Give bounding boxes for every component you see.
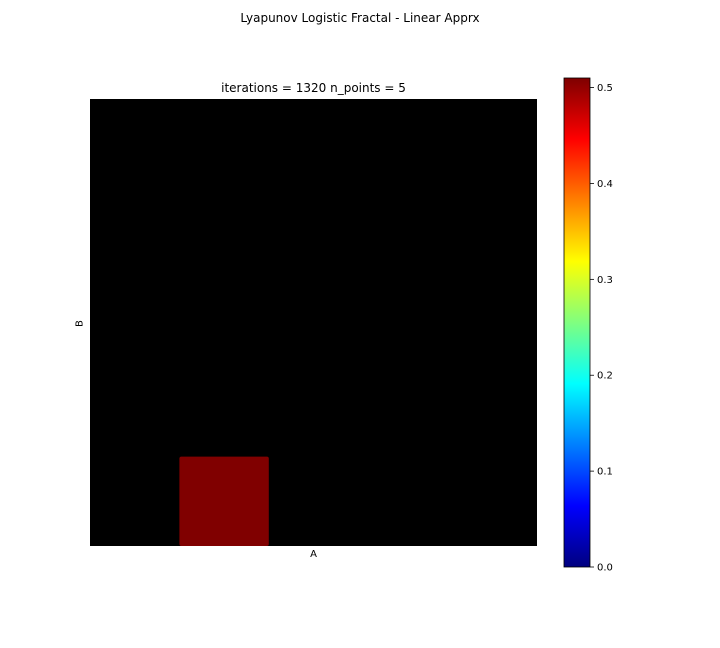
colorbar-tick-label: 0.2 [597,371,613,382]
figure-title: Lyapunov Logistic Fractal - Linear Apprx [240,11,480,25]
axes-title: iterations = 1320 n_points = 5 [221,81,406,95]
colorbar-tick-label: 0.0 [597,563,613,574]
colorbar-tick-label: 0.3 [597,275,613,286]
colorbar-tick-label: 0.5 [597,83,613,94]
heatmap-cell [179,456,269,546]
y-axis-label: B [74,320,86,327]
colorbar-tick-label: 0.1 [597,467,613,478]
colorbar-tick-label: 0.4 [597,179,613,190]
colorbar-ticks: 0.0 0.1 0.2 0.3 0.4 0.5 [590,83,613,574]
x-axis-label: A [310,549,317,560]
colorbar [563,77,591,568]
plot-background [90,99,537,546]
heatmap-cells [179,456,269,546]
